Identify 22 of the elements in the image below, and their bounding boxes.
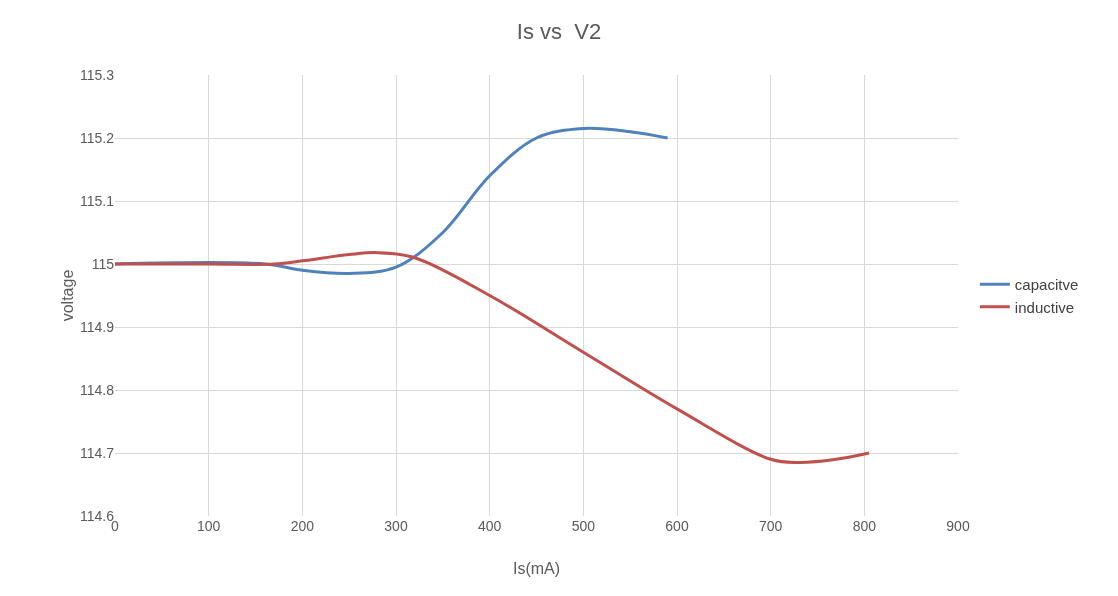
legend-label: inductive — [1014, 298, 1075, 316]
x-tick-label: 800 — [852, 518, 877, 534]
y-tick-label: 115.2 — [80, 129, 115, 146]
x-tick-label: 600 — [665, 518, 689, 534]
y-tick-label: 115.1 — [80, 192, 115, 209]
y-tick-label: 114.7 — [80, 444, 115, 461]
legend-label: capacitve — [1014, 276, 1079, 294]
y-axis-title: voltage — [59, 269, 76, 322]
x-tick-label: 900 — [946, 518, 970, 534]
y-tick-label: 115.3 — [80, 66, 115, 83]
x-tick-label: 200 — [290, 518, 315, 534]
y-tick-label: 114.8 — [80, 381, 115, 398]
x-axis-title: Is(mA) — [512, 560, 561, 577]
x-tick-label: 100 — [196, 518, 221, 534]
chart-title: Is vs V2 — [516, 19, 602, 45]
line-series — [115, 251, 871, 464]
x-tick-label: 300 — [384, 518, 408, 534]
x-tick-label: 700 — [758, 518, 783, 534]
x-tick-label: 500 — [571, 518, 596, 534]
y-tick-label: 115 — [91, 255, 115, 272]
y-tick-label: 114.9 — [80, 318, 115, 335]
x-tick-label: 400 — [477, 518, 502, 534]
